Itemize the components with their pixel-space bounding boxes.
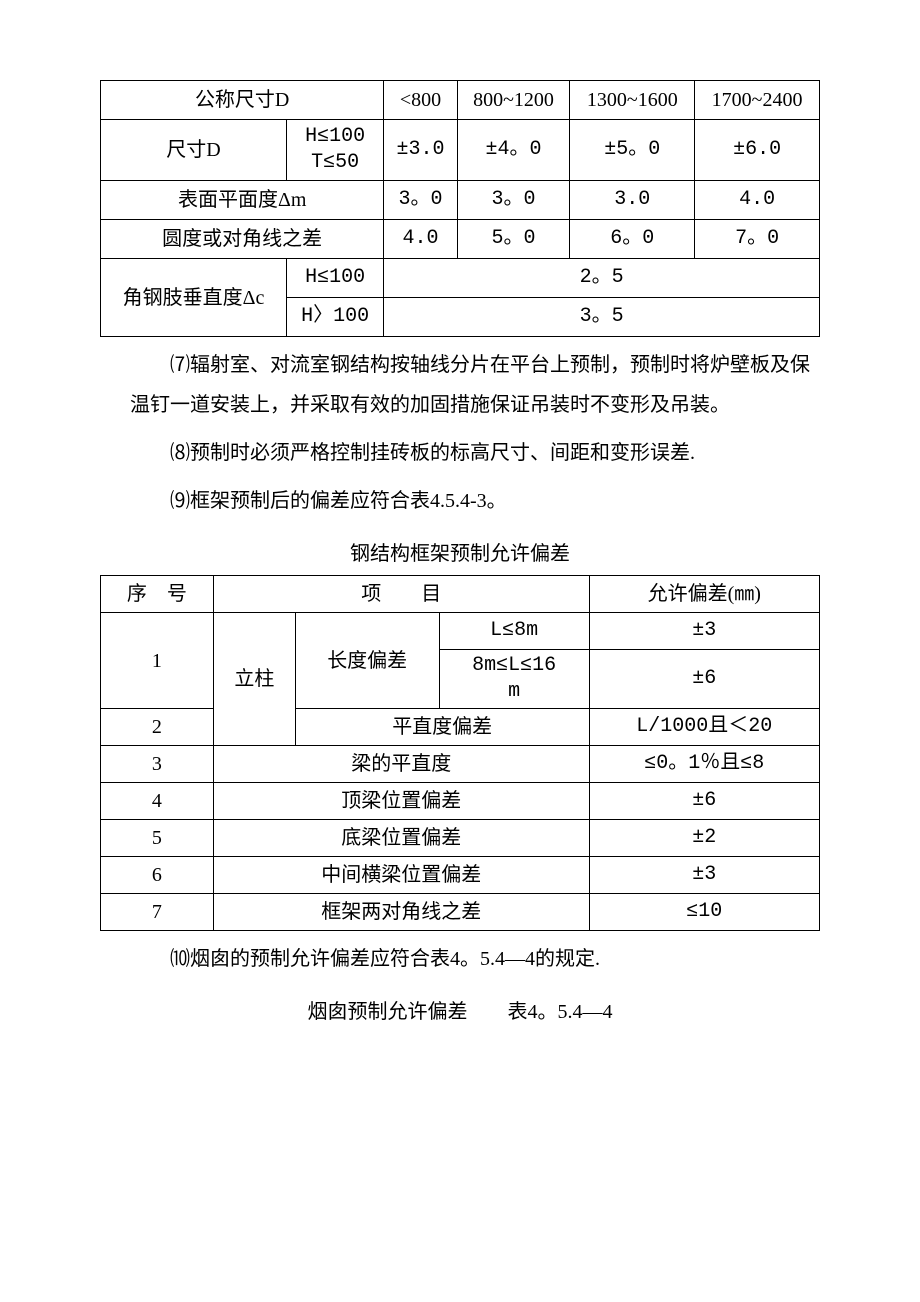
cell-no: 6 xyxy=(101,857,214,894)
cell-no: 2 xyxy=(101,709,214,746)
header-item: 项 目 xyxy=(213,576,589,613)
cell-no: 7 xyxy=(101,894,214,931)
cell-tol: ≤10 xyxy=(589,894,819,931)
cell-val: 2。5 xyxy=(384,259,820,298)
cell-label: 表面平面度Δm xyxy=(101,181,384,220)
cell-val: 4.0 xyxy=(384,220,457,259)
paragraph-10: ⑽烟囱的预制允许偏差应符合表4。5.4—4的规定. xyxy=(130,939,820,979)
table-row: 尺寸D H≤100T≤50 ±3.0 ±4。0 ±5。0 ±6.0 xyxy=(101,120,820,181)
paragraph-8: ⑻预制时必须严格控制挂砖板的标高尺寸、间距和变形误差. xyxy=(130,433,820,473)
cell-tol: L/1000且＜20 xyxy=(589,709,819,746)
cell-val: 3。0 xyxy=(457,181,570,220)
cell-val: <800 xyxy=(384,81,457,120)
table-row: 表面平面度Δm 3。0 3。0 3.0 4.0 xyxy=(101,181,820,220)
cell-tol: ±6 xyxy=(589,783,819,820)
cell-val: ±5。0 xyxy=(570,120,695,181)
table-row: 圆度或对角线之差 4.0 5。0 6。0 7。0 xyxy=(101,220,820,259)
table3-title: 烟囱预制允许偏差 表4。5.4—4 xyxy=(100,997,820,1027)
cell-item: 顶梁位置偏差 xyxy=(213,783,589,820)
table-row: 3 梁的平直度 ≤0。1％且≤8 xyxy=(101,746,820,783)
cell-no: 3 xyxy=(101,746,214,783)
table-row: 公称尺寸D <800 800~1200 1300~1600 1700~2400 xyxy=(101,81,820,120)
cell-tol: ±3 xyxy=(589,857,819,894)
table-row: 角钢肢垂直度Δc H≤100 2。5 xyxy=(101,259,820,298)
cell-val: 3。5 xyxy=(384,298,820,337)
cell-item: 平直度偏差 xyxy=(295,709,589,746)
cell-no: 1 xyxy=(101,613,214,709)
table-frame-tolerance: 序 号 项 目 允许偏差(㎜) 1 立柱 长度偏差 L≤8m ±3 8m≤L≤1… xyxy=(100,575,820,931)
cell-sub: H≤100T≤50 xyxy=(286,120,383,181)
cell-val: 3。0 xyxy=(384,181,457,220)
cell-val: 1700~2400 xyxy=(695,81,820,120)
cell-sub: H≤100 xyxy=(286,259,383,298)
cell-no: 4 xyxy=(101,783,214,820)
cell-group: 立柱 xyxy=(213,613,295,746)
header-tol: 允许偏差(㎜) xyxy=(589,576,819,613)
cell-item: 底梁位置偏差 xyxy=(213,820,589,857)
paragraph-9: ⑼框架预制后的偏差应符合表4.5.4-3。 xyxy=(130,481,820,521)
table-row: 4 顶梁位置偏差 ±6 xyxy=(101,783,820,820)
cell-val: ±6.0 xyxy=(695,120,820,181)
cell-item: 中间横梁位置偏差 xyxy=(213,857,589,894)
cell-tol: ±6 xyxy=(589,650,819,709)
cell-item: 梁的平直度 xyxy=(213,746,589,783)
cell-sub: H〉100 xyxy=(286,298,383,337)
cell-no: 5 xyxy=(101,820,214,857)
cell-val: 800~1200 xyxy=(457,81,570,120)
cell-val: 7。0 xyxy=(695,220,820,259)
cell-val: 5。0 xyxy=(457,220,570,259)
cell-item: 框架两对角线之差 xyxy=(213,894,589,931)
cell-val: 1300~1600 xyxy=(570,81,695,120)
cell-label: 角钢肢垂直度Δc xyxy=(101,259,287,337)
cell-val: 4.0 xyxy=(695,181,820,220)
cell-sub: 长度偏差 xyxy=(295,613,439,709)
cell-val: 6。0 xyxy=(570,220,695,259)
table-row: 2 平直度偏差 L/1000且＜20 xyxy=(101,709,820,746)
cell-val: 3.0 xyxy=(570,181,695,220)
table-row: 1 立柱 长度偏差 L≤8m ±3 xyxy=(101,613,820,650)
cell-cond: 8m≤L≤16m xyxy=(439,650,589,709)
cell-tol: ≤0。1％且≤8 xyxy=(589,746,819,783)
cell-tol: ±2 xyxy=(589,820,819,857)
table2-title: 钢结构框架预制允许偏差 xyxy=(100,539,820,569)
table-row: 6 中间横梁位置偏差 ±3 xyxy=(101,857,820,894)
cell-tol: ±3 xyxy=(589,613,819,650)
cell-val: ±4。0 xyxy=(457,120,570,181)
cell-val: ±3.0 xyxy=(384,120,457,181)
paragraph-7: ⑺辐射室、对流室钢结构按轴线分片在平台上预制，预制时将炉壁板及保温钉一道安装上，… xyxy=(130,345,820,425)
header-no: 序 号 xyxy=(101,576,214,613)
cell-label: 尺寸D xyxy=(101,120,287,181)
table-row: 5 底梁位置偏差 ±2 xyxy=(101,820,820,857)
cell-label: 公称尺寸D xyxy=(101,81,384,120)
table-nominal-size: 公称尺寸D <800 800~1200 1300~1600 1700~2400 … xyxy=(100,80,820,337)
cell-label: 圆度或对角线之差 xyxy=(101,220,384,259)
table-row: 7 框架两对角线之差 ≤10 xyxy=(101,894,820,931)
cell-cond: L≤8m xyxy=(439,613,589,650)
table-header-row: 序 号 项 目 允许偏差(㎜) xyxy=(101,576,820,613)
